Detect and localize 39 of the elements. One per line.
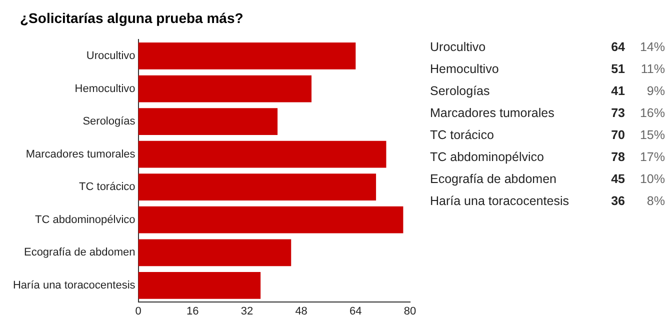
text: 70 (610, 127, 625, 144)
x-tick-label: 16 (186, 305, 199, 318)
text: 8% (646, 193, 665, 210)
text: 36 (610, 193, 625, 210)
text: 51 (610, 61, 625, 78)
category-label: Hemocultivo (430, 62, 499, 76)
text: 64 (610, 39, 625, 56)
y-tick-label: Hemocultivo (74, 82, 136, 95)
y-tick-label: TC abdominopélvico (35, 214, 136, 226)
text: 45 (610, 171, 625, 188)
x-tick-label: 64 (350, 305, 362, 318)
x-tick-label: 48 (295, 305, 308, 318)
text: 73 (610, 105, 625, 122)
text: 14% (638, 39, 665, 56)
y-tick-label: Marcadores tumorales (26, 148, 136, 160)
y-tick-label: Haría una toracocentesis (12, 279, 136, 292)
text: 15% (638, 127, 665, 144)
text: 10% (638, 171, 665, 188)
category-label: Haría una toracocentesis (430, 194, 569, 208)
text: 17% (638, 149, 665, 166)
category-label: Serologías (430, 84, 490, 98)
category-label: TC torácico (430, 128, 494, 142)
y-tick-label: TC torácico (79, 181, 136, 194)
y-tick-label: Urocultivo (86, 50, 136, 62)
x-tick-label: 0 (135, 305, 142, 318)
x-tick-label: 80 (404, 305, 416, 318)
y-tick-label: Ecografía de abdomen (24, 246, 136, 259)
x-tick-label: 32 (240, 305, 254, 318)
category-label: Ecografía de abdomen (430, 172, 556, 186)
category-label: Urocultivo (430, 40, 486, 54)
text: 41 (610, 83, 625, 100)
chart-title: ¿Solicitarías alguna prueba más? (20, 10, 244, 26)
category-label: TC abdominopélvico (430, 150, 544, 164)
text: 78 (610, 149, 625, 166)
category-label: Marcadores tumorales (430, 106, 554, 120)
text: 11% (640, 61, 665, 78)
text: 16% (638, 105, 665, 122)
text: 9% (646, 83, 665, 100)
y-tick-label: Serologías (82, 116, 136, 128)
